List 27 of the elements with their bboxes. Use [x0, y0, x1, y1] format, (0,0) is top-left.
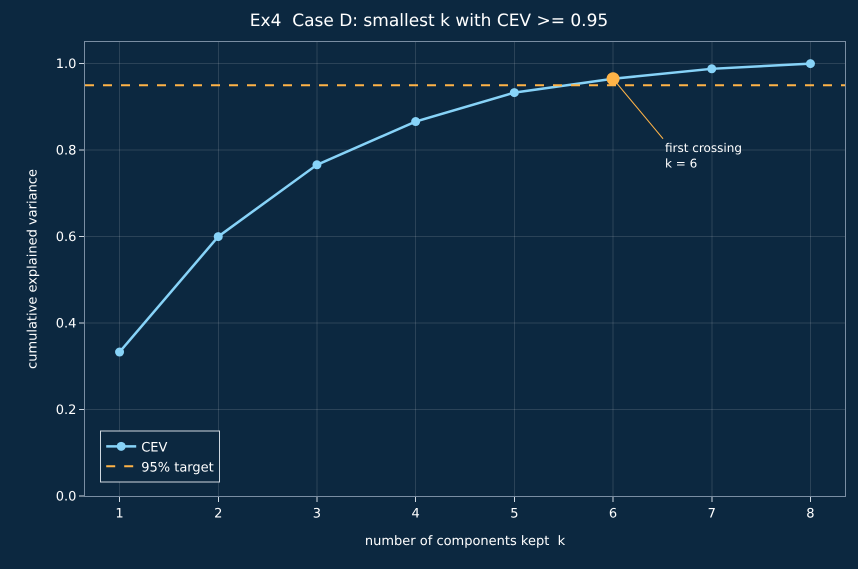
point	[510, 88, 519, 98]
y-tick-label: 0.8	[56, 144, 76, 159]
x-tick-label: 4	[412, 506, 420, 522]
point	[312, 160, 322, 170]
y-axis-title: cumulative explained variance	[26, 169, 41, 369]
y-tick-label: 0.2	[56, 403, 76, 418]
y-tick-label: 0.0	[56, 490, 76, 505]
point	[806, 59, 815, 68]
point	[115, 348, 124, 357]
y-tick-label: 0.4	[56, 316, 76, 332]
x-tick-label: 3	[312, 506, 322, 522]
y-tick-label: 0.6	[56, 230, 76, 246]
x-tick-label: 5	[510, 506, 518, 522]
x-tick-label: 6	[608, 506, 618, 522]
legend-label: CEV	[141, 440, 168, 456]
x-tick-label: 1	[115, 506, 124, 522]
point	[411, 117, 420, 126]
x-tick-label: 7	[708, 506, 716, 522]
legend-label: 95% target	[141, 460, 214, 476]
x-tick-label: 2	[214, 506, 222, 522]
x-tick-label: 8	[806, 506, 815, 522]
chart-title: Ex4 Case D: smallest k with CEV >= 0.95	[250, 11, 608, 32]
point	[707, 64, 716, 74]
annotation: first crossing k = 6	[665, 141, 742, 171]
point	[214, 232, 223, 242]
x-axis-title: number of components kept k	[364, 534, 566, 550]
y-tick-label: 1.0	[56, 57, 76, 72]
